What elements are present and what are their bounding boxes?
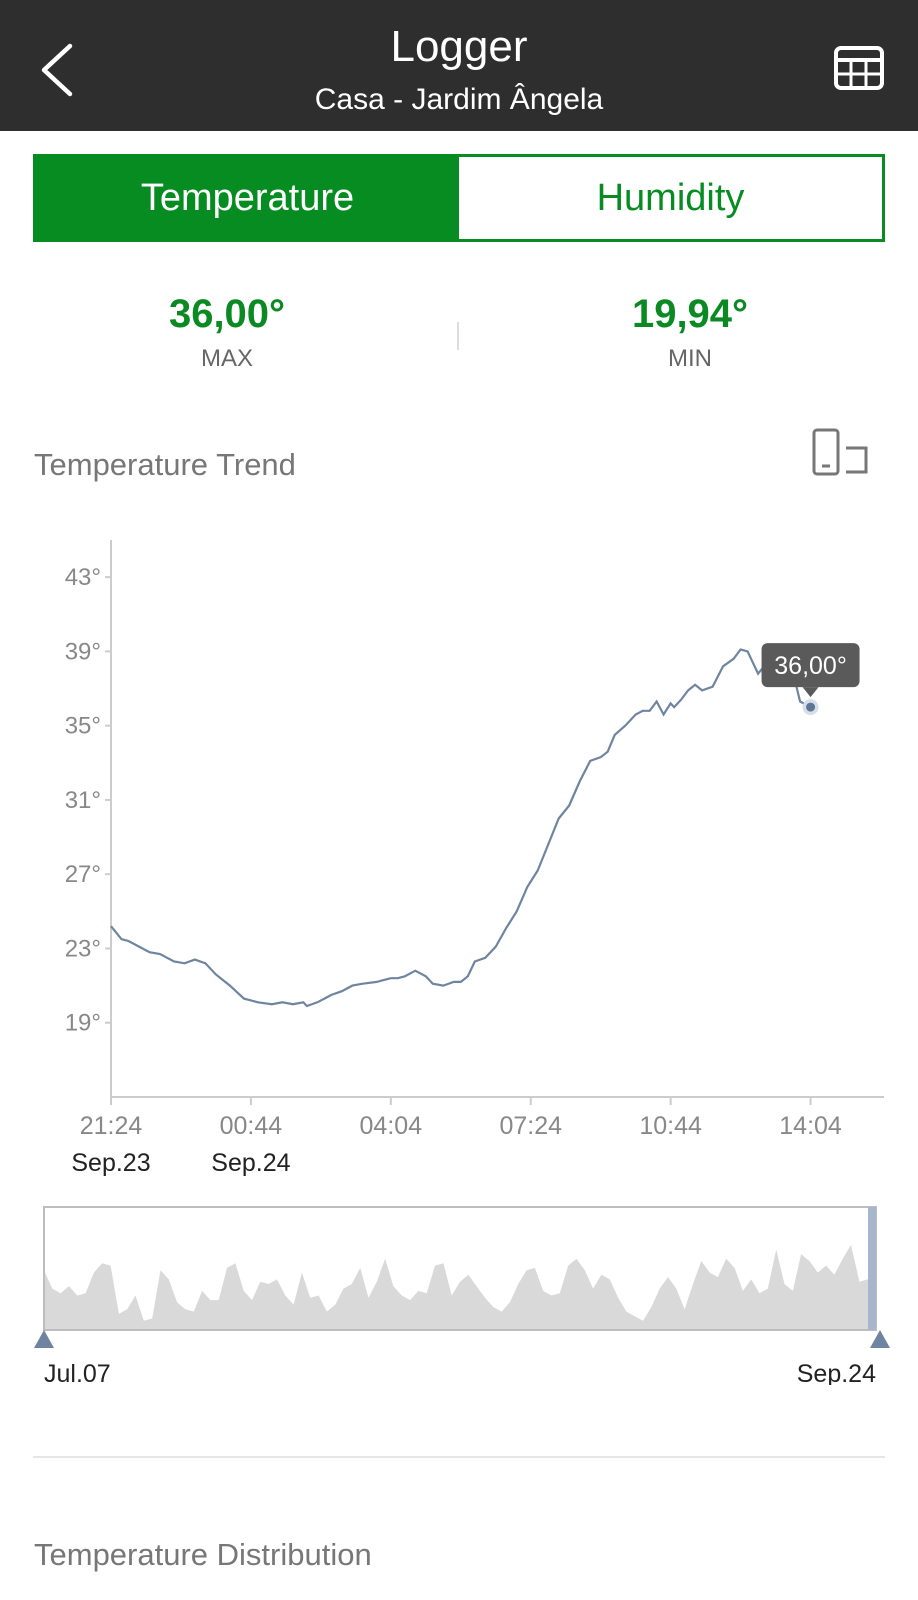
tab-temperature[interactable]: Temperature xyxy=(36,157,459,239)
x-tick-time: 00:44 xyxy=(220,1112,283,1140)
section-divider xyxy=(33,1456,885,1458)
navigator-end-label: Sep.24 xyxy=(797,1360,876,1385)
back-button[interactable] xyxy=(28,30,92,110)
min-value: 19,94° xyxy=(631,292,749,336)
range-navigator[interactable]: Jul.07 Sep.24 xyxy=(0,1205,918,1385)
x-tick-time: 21:24 xyxy=(80,1112,143,1140)
rotate-screen-icon xyxy=(812,428,868,476)
distribution-title: Temperature Distribution xyxy=(34,1537,372,1572)
navigator-area xyxy=(44,1244,876,1330)
navigator-right-handle[interactable] xyxy=(870,1330,890,1348)
temperature-trend-chart[interactable]: 43° 39° 35° 31° 27° 23° 19° 21:24 Sep.23 00:44 Se… xyxy=(0,520,918,1180)
y-tick-label: 31° xyxy=(65,787,101,814)
x-tick-time: 14:04 xyxy=(779,1112,842,1140)
y-tick-label: 35° xyxy=(65,713,101,740)
y-tick-label: 27° xyxy=(65,861,101,888)
page-subtitle: Casa - Jardim Ângela xyxy=(314,83,604,116)
trend-title: Temperature Trend xyxy=(34,447,296,482)
min-stat: 19,94° MIN xyxy=(540,292,840,373)
y-tick-label: 43° xyxy=(65,564,101,591)
app-header: Logger Casa - Jardim Ângela xyxy=(0,0,918,131)
stats-divider xyxy=(457,322,459,350)
y-tick-label: 19° xyxy=(65,1010,101,1037)
x-tick-date: Sep.23 xyxy=(71,1149,150,1177)
chevron-left-icon xyxy=(41,43,73,97)
rotate-screen-button[interactable] xyxy=(808,428,868,480)
tooltip-value: 36,00° xyxy=(774,652,847,680)
tab-humidity[interactable]: Humidity xyxy=(459,157,882,239)
x-tick-date: Sep.24 xyxy=(211,1149,290,1177)
navigator-start-label: Jul.07 xyxy=(44,1360,111,1385)
max-stat: 36,00° MAX xyxy=(77,292,377,373)
tooltip-pointer xyxy=(802,687,819,698)
page-title: Logger xyxy=(390,22,528,71)
data-point-marker[interactable] xyxy=(806,702,816,712)
x-tick-time: 10:44 xyxy=(639,1112,702,1140)
metric-tabs: Temperature Humidity xyxy=(33,154,885,242)
y-tick-label: 23° xyxy=(65,935,101,962)
x-tick-time: 04:04 xyxy=(360,1112,423,1140)
table-grid-icon xyxy=(834,46,884,90)
navigator-left-handle[interactable] xyxy=(34,1330,54,1348)
tooltip-box xyxy=(761,643,860,688)
temperature-series-line xyxy=(110,648,812,1008)
min-label: MIN xyxy=(668,345,712,372)
x-tick-time: 07:24 xyxy=(499,1112,562,1140)
max-value: 36,00° xyxy=(168,292,286,336)
table-view-button[interactable] xyxy=(830,40,890,100)
y-tick-label: 39° xyxy=(65,638,101,665)
max-label: MAX xyxy=(200,345,253,372)
navigator-selection[interactable] xyxy=(868,1207,876,1330)
